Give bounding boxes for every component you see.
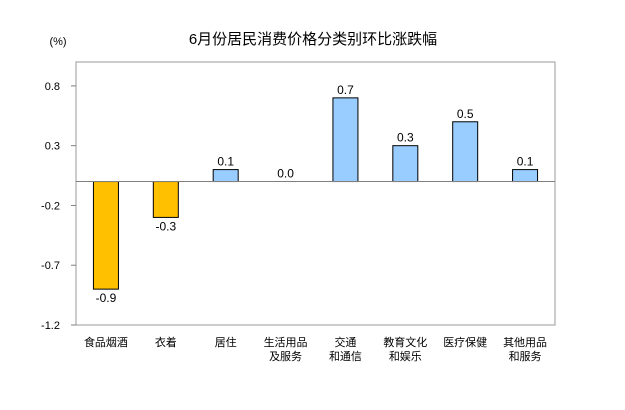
x-tick-label: 和服务	[509, 350, 542, 363]
x-tick-label: 衣着	[155, 335, 177, 349]
bar	[152, 181, 179, 218]
data-label: 0.3	[397, 131, 414, 145]
bar	[512, 169, 539, 183]
data-label: -0.9	[96, 291, 117, 305]
data-label: 0.0	[277, 167, 294, 181]
bar	[332, 97, 359, 183]
x-tick-label: 食品烟酒	[84, 335, 128, 349]
bars: -0.9 -0.3 0.1 0.0 0.7 0.3 0.5 0.1	[92, 83, 539, 305]
y-tick-label: 0.8	[45, 81, 60, 93]
bar	[392, 145, 419, 183]
bar	[452, 121, 479, 183]
y-axis-unit: (%)	[49, 36, 66, 48]
plot-area	[75, 61, 556, 326]
x-tick-label: 交通	[334, 335, 356, 349]
data-label: 0.5	[457, 107, 474, 121]
y-tick-label: -0.7	[41, 260, 60, 272]
data-label: 0.1	[517, 155, 534, 169]
data-label: 0.7	[337, 83, 354, 97]
y-axis: -1.2 -0.7 -0.2 0.3 0.8	[41, 81, 76, 332]
chart-title: 6月份居民消费价格分类别环比涨跌幅	[189, 31, 437, 48]
x-tick-label: 及服务	[269, 350, 302, 363]
x-tick-label: 其他用品	[503, 336, 547, 349]
x-tick-label: 和通信	[329, 350, 362, 363]
bar	[212, 169, 239, 183]
x-tick-label: 教育文化	[383, 335, 427, 349]
x-tick-label: 和娱乐	[389, 349, 422, 363]
data-label: 0.1	[217, 155, 234, 169]
y-tick-label: -0.2	[41, 200, 60, 212]
x-tick-label: 生活用品	[264, 335, 308, 349]
y-tick-label: 0.3	[45, 141, 60, 153]
y-tick-label: -1.2	[41, 320, 60, 332]
data-label: -0.3	[155, 219, 176, 233]
x-tick-label: 医疗保健	[443, 335, 487, 349]
x-tick-label: 居住	[215, 335, 237, 349]
bar	[92, 181, 119, 290]
